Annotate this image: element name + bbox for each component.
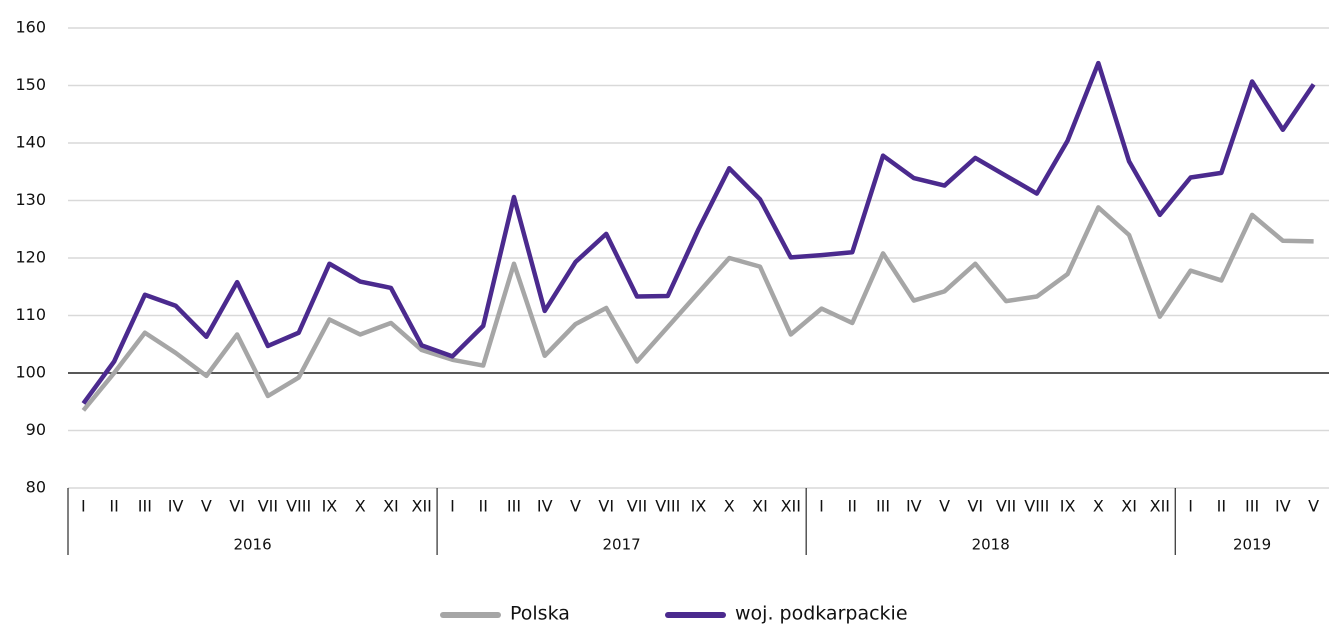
x-tick-label: XI [383, 497, 399, 516]
x-tick-label: VII [258, 497, 278, 516]
legend-label: Polska [510, 603, 570, 625]
x-tick-label: VI [598, 497, 614, 516]
group-label: 2016 [233, 536, 271, 554]
x-tick-label: II [848, 497, 857, 516]
x-tick-label: IX [322, 497, 338, 516]
x-tick-label: III [876, 497, 890, 516]
x-tick-label: XI [752, 497, 768, 516]
x-tick-label: XII [411, 497, 431, 516]
group-label: 2018 [972, 536, 1010, 554]
x-tick-label: I [1188, 497, 1193, 516]
x-tick-label: VII [627, 497, 647, 516]
x-tick-label: VII [996, 497, 1016, 516]
x-tick-label: XII [1150, 497, 1170, 516]
x-tick-label: VI [967, 497, 983, 516]
x-tick-label: VI [229, 497, 245, 516]
x-tick-label: V [1308, 497, 1319, 516]
group-label: 2017 [603, 536, 641, 554]
x-tick-label: VIII [286, 497, 311, 516]
x-tick-label: I [81, 497, 86, 516]
x-tick-label: V [570, 497, 581, 516]
x-tick-label: V [201, 497, 212, 516]
x-tick-label: X [724, 497, 735, 516]
x-tick-label: XII [781, 497, 801, 516]
x-tick-label: IV [537, 497, 553, 516]
y-tick-label: 130 [15, 190, 46, 209]
x-tick-label: III [1245, 497, 1259, 516]
x-tick-label: IV [168, 497, 184, 516]
legend-label: woj. podkarpackie [735, 603, 908, 625]
y-tick-label: 80 [26, 478, 46, 497]
x-tick-label: V [939, 497, 950, 516]
x-tick-label: VIII [1024, 497, 1049, 516]
x-tick-label: X [355, 497, 366, 516]
y-tick-label: 120 [15, 248, 46, 267]
y-tick-label: 160 [15, 18, 46, 37]
x-tick-label: IX [1060, 497, 1076, 516]
group-label: 2019 [1233, 536, 1271, 554]
x-tick-label: IX [691, 497, 707, 516]
x-tick-label: X [1093, 497, 1104, 516]
x-tick-label: I [819, 497, 824, 516]
x-tick-label: IV [1275, 497, 1291, 516]
y-tick-label: 110 [15, 305, 46, 324]
series-line [81, 205, 1314, 412]
x-tick-label: I [450, 497, 455, 516]
series-line [81, 60, 1316, 405]
x-tick-label: III [138, 497, 152, 516]
x-tick-label: IV [906, 497, 922, 516]
x-tick-label: VIII [655, 497, 680, 516]
x-tick-label: II [1217, 497, 1226, 516]
y-tick-label: 90 [26, 420, 46, 439]
y-tick-label: 140 [15, 133, 46, 152]
y-tick-label: 150 [15, 75, 46, 94]
y-tick-label: 100 [15, 363, 46, 382]
x-tick-label: XI [1121, 497, 1137, 516]
x-tick-label: III [507, 497, 521, 516]
x-tick-label: II [109, 497, 118, 516]
x-tick-label: II [478, 497, 487, 516]
